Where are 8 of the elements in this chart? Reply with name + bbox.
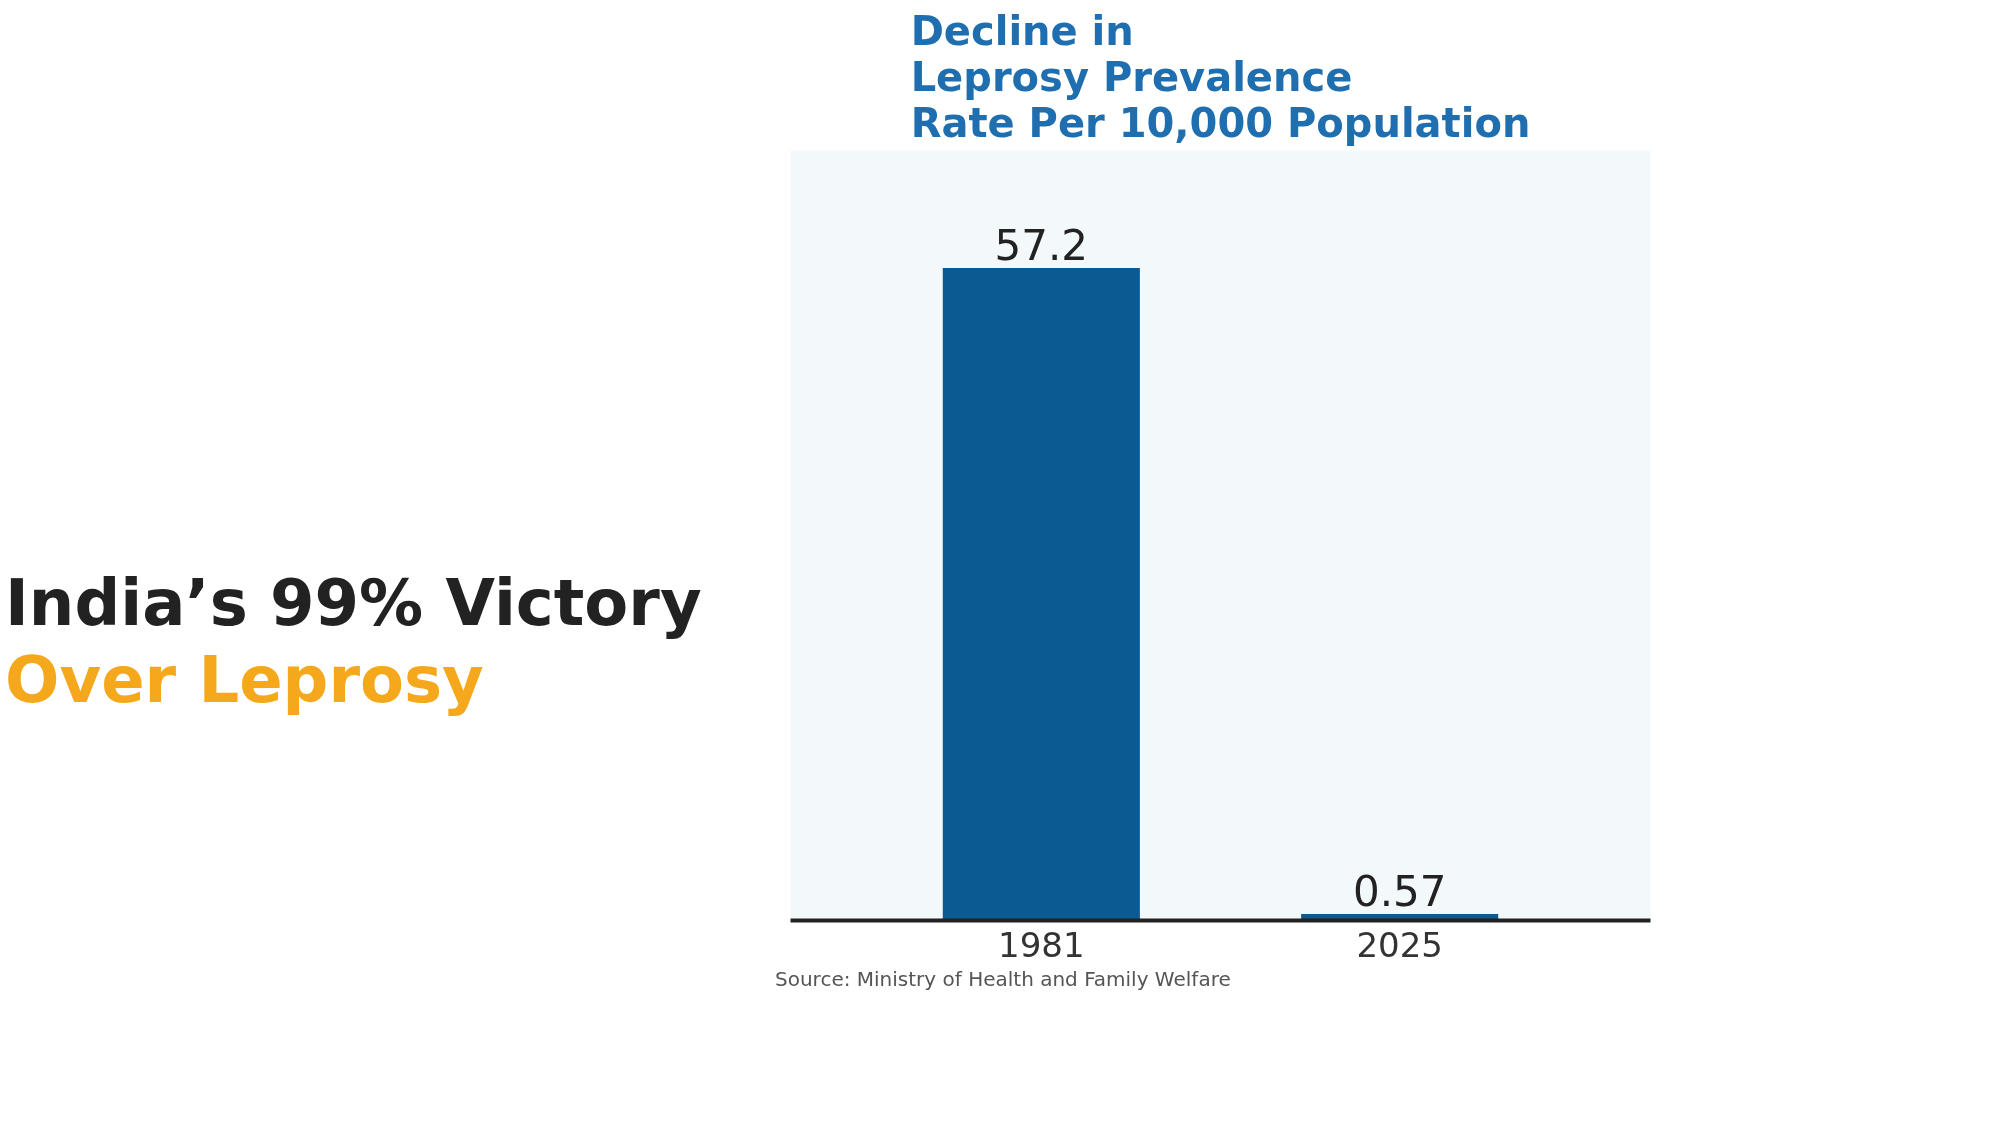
text: India’s 99% Victory <box>5 565 702 642</box>
x-tick-label: 2025 <box>1356 924 1443 965</box>
source-note: Source: Ministry of Health and Family Welfare <box>775 966 1231 993</box>
chart-title: Decline in Leprosy Prevalence Rate Per 10,000 Population <box>910 7 1531 146</box>
data-label: 0.57 <box>1352 867 1447 916</box>
text: Over Leprosy <box>5 641 485 719</box>
x-tick-label: 1981 <box>998 924 1085 965</box>
data-label: 57.2 <box>994 220 1089 270</box>
